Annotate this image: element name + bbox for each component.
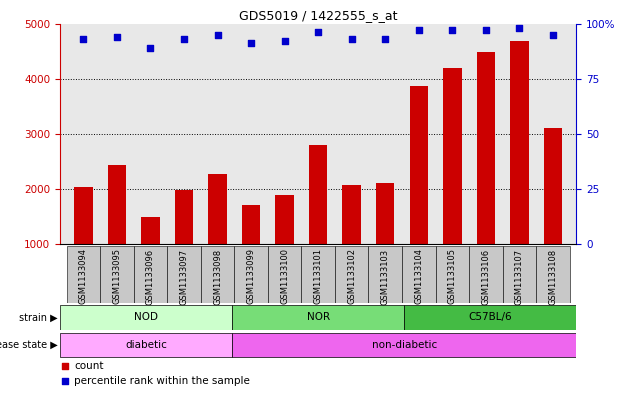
Bar [544,128,562,244]
Text: GSM1133106: GSM1133106 [481,248,490,305]
Bar [134,246,167,303]
Text: GSM1133100: GSM1133100 [280,248,289,305]
Point [246,40,256,46]
Point [313,29,323,35]
Point [514,25,524,31]
Bar [404,305,576,330]
Bar [167,246,201,303]
Bar [100,246,134,303]
Bar [477,51,495,244]
Text: NOR: NOR [307,312,329,322]
Text: diabetic: diabetic [125,340,167,350]
Point [380,36,390,42]
Bar [402,246,435,303]
Point [447,27,457,33]
Point [548,31,558,38]
Point [212,31,222,38]
Bar [60,305,232,330]
Bar [232,305,404,330]
Point [285,296,295,303]
Bar [108,165,126,244]
Bar [309,145,328,244]
Bar [469,246,503,303]
Bar [503,246,536,303]
Text: GSM1133104: GSM1133104 [415,248,423,305]
Bar [60,332,232,357]
Bar [343,185,361,244]
Text: GSM1133102: GSM1133102 [347,248,356,305]
Bar [268,246,301,303]
Bar [301,246,335,303]
Text: GSM1133097: GSM1133097 [180,248,188,305]
Point [112,34,122,40]
Text: GSM1133098: GSM1133098 [213,248,222,305]
Text: GSM1133101: GSM1133101 [314,248,323,305]
Bar [536,246,570,303]
Point [280,38,290,44]
Bar [175,190,193,244]
Bar [234,246,268,303]
Text: GSM1133105: GSM1133105 [448,248,457,305]
Bar [335,246,369,303]
Bar [435,246,469,303]
Text: GSM1133099: GSM1133099 [246,248,256,305]
Text: non-diabetic: non-diabetic [372,340,437,350]
Text: GSM1133096: GSM1133096 [146,248,155,305]
Point [285,162,295,169]
Text: GSM1133103: GSM1133103 [381,248,390,305]
Text: NOD: NOD [134,312,158,322]
Bar [209,174,227,244]
Text: percentile rank within the sample: percentile rank within the sample [74,376,250,386]
Point [481,27,491,33]
Bar [410,86,428,244]
Bar [443,68,462,244]
Text: GSM1133094: GSM1133094 [79,248,88,305]
Text: GSM1133107: GSM1133107 [515,248,524,305]
Point [179,36,189,42]
Text: strain ▶: strain ▶ [20,312,58,322]
Bar [74,187,93,244]
Point [414,27,424,33]
Bar [242,205,260,244]
Point [346,36,357,42]
Bar [275,195,294,244]
Text: GSM1133095: GSM1133095 [112,248,122,305]
Text: C57BL/6: C57BL/6 [469,312,512,322]
Text: GSM1133108: GSM1133108 [549,248,558,305]
Bar [141,217,159,244]
Bar [369,246,402,303]
Text: count: count [74,361,104,371]
Point [146,45,156,51]
Bar [232,332,576,357]
Text: disease state ▶: disease state ▶ [0,340,58,350]
Point [78,36,88,42]
Bar [376,183,394,244]
Bar [510,40,529,244]
Bar [201,246,234,303]
Bar [67,246,100,303]
Title: GDS5019 / 1422555_s_at: GDS5019 / 1422555_s_at [239,9,398,22]
